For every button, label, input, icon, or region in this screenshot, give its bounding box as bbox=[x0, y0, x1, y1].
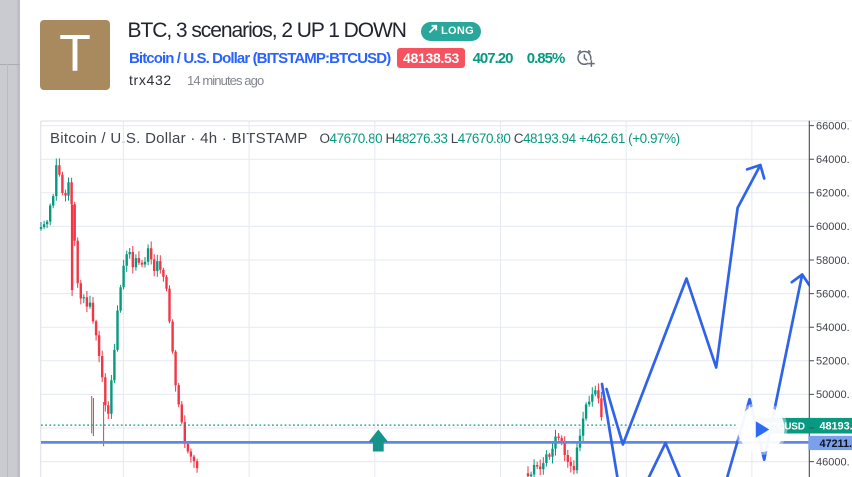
svg-text:60000.: 60000. bbox=[816, 221, 850, 233]
svg-text:66000.: 66000. bbox=[816, 120, 850, 132]
svg-text:56000.: 56000. bbox=[816, 288, 850, 300]
svg-text:58000.: 58000. bbox=[816, 255, 850, 267]
svg-text:50000.: 50000. bbox=[816, 389, 850, 401]
svg-text:62000.: 62000. bbox=[816, 188, 850, 200]
svg-text:48193.: 48193. bbox=[820, 421, 852, 433]
svg-text:46000.: 46000. bbox=[816, 456, 850, 468]
svg-text:52000.: 52000. bbox=[816, 356, 850, 368]
svg-text:54000.: 54000. bbox=[816, 322, 850, 334]
svg-text:64000.: 64000. bbox=[816, 154, 850, 166]
svg-text:BTCUSD: BTCUSD bbox=[764, 421, 804, 432]
svg-text:47211.: 47211. bbox=[820, 438, 852, 450]
